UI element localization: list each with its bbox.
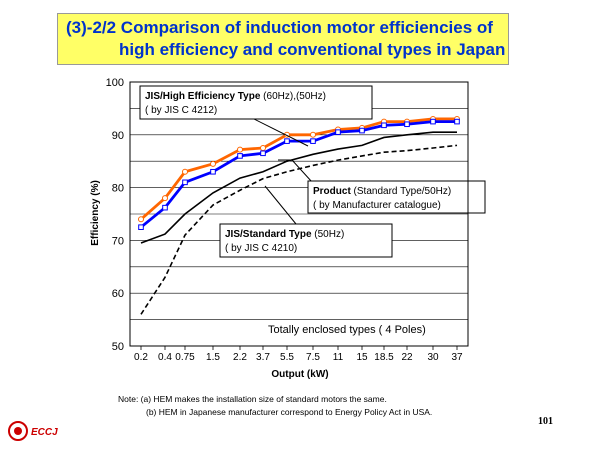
series-point-jis_high_60 [237, 146, 243, 153]
x-tick-label: 37 [451, 352, 463, 363]
y-tick-label: 70 [112, 235, 124, 247]
series-lines [140, 117, 458, 315]
x-tick-label: 15 [356, 352, 368, 363]
series-point-jis_high_50 [237, 153, 243, 159]
page-number: 101 [538, 416, 553, 427]
product-annotation-source: ( by Manufacturer catalogue) [313, 200, 441, 211]
series-point-jis_high_60 [162, 195, 168, 202]
y-tick-label: 80 [112, 183, 124, 195]
x-tick-label: 0.4 [158, 352, 172, 363]
series-point-jis_high_50 [359, 127, 365, 134]
series-point-jis_high_50 [162, 204, 168, 211]
x-tick-label: 2.2 [233, 352, 247, 363]
x-tick-label: 0.2 [134, 352, 148, 363]
title-box: (3)-2/2 Comparison of induction motor ef… [57, 13, 509, 65]
x-tick-label: 30 [427, 352, 439, 363]
series-markers [138, 115, 460, 230]
x-axis-label: Output (kW) [271, 369, 328, 380]
series-point-jis_high_50 [430, 118, 436, 125]
jis-standard-annotation-source: ( by JIS C 4210) [225, 243, 297, 254]
x-tick-label: 18.5 [374, 352, 394, 363]
series-line-jis_high_50 [140, 120, 457, 229]
note-line-1: Note: (a) HEM makes the installation siz… [118, 394, 387, 404]
jis-standard-leader-line [264, 185, 297, 225]
jis-high-annotation-title: JIS/High Efficiency Type (60Hz),(50Hz) [145, 91, 326, 102]
y-tick-label: 90 [112, 130, 124, 142]
x-tick-labels: 0.2 0.4 0.75 1.5 2.2 3.7 5.5 7.5 11 15 18.5 22 30 37 [134, 346, 463, 363]
y-axis-label: Efficiency (%) [90, 180, 101, 246]
y-tick-labels: 50 60 70 80 90 100 [106, 77, 124, 353]
series-point-jis_high_50 [454, 118, 460, 125]
jis-standard-annotation-title: JIS/Standard Type (50Hz) [225, 229, 344, 240]
series-point-jis_high_50 [260, 150, 266, 157]
plot-frame [129, 81, 469, 347]
note-line-2: (b) HEM in Japanese manufacturer corresp… [146, 407, 433, 417]
jis-high-annotation-source: ( by JIS C 4212) [145, 105, 217, 116]
x-tick-label: 11 [333, 352, 344, 363]
x-tick-label: 7.5 [306, 352, 320, 363]
product-annotation-title: Product (Standard Type/50Hz) [313, 186, 451, 197]
y-tick-label: 100 [106, 77, 124, 89]
series-point-jis_high_60 [138, 216, 144, 223]
x-tick-label: 5.5 [280, 352, 294, 363]
series-point-jis_high_50 [381, 122, 387, 129]
series-line-product_50 [140, 131, 457, 244]
series-point-jis_high_50 [310, 138, 316, 144]
jis-high-annotation-box [139, 85, 373, 120]
series-point-jis_high_60 [260, 145, 266, 151]
series-point-jis_high_50 [335, 129, 341, 135]
series-point-jis_high_50 [138, 224, 144, 230]
product-annotation-box [307, 180, 486, 214]
series-point-jis_high_50 [284, 138, 290, 144]
series-point-jis_high_60 [310, 131, 316, 138]
x-tick-label: 1.5 [206, 352, 220, 363]
product-leader-line [278, 159, 313, 183]
series-point-jis_high_60 [182, 168, 188, 175]
x-tick-label: 3.7 [256, 352, 270, 363]
y-tick-label: 50 [112, 341, 124, 353]
eccj-logo: ECCJ [8, 421, 58, 441]
chart-annotations: JIS/High Efficiency Type (60Hz),(50Hz) ( … [139, 85, 486, 336]
series-line-jis_high_60 [140, 117, 457, 221]
logo-text: ECCJ [31, 427, 58, 438]
jis-high-leader-line [251, 117, 309, 147]
y-tick-label: 60 [112, 288, 124, 300]
x-tick-label: 22 [401, 352, 413, 363]
enclosure-note: Totally enclosed types ( 4 Poles) [268, 324, 426, 336]
series-point-jis_high_50 [182, 179, 188, 186]
series-point-jis_high_50 [210, 168, 216, 175]
title-line-2: high efficiency and conventional types i… [119, 40, 506, 59]
x-tick-label: 0.75 [175, 352, 195, 363]
series-point-jis_high_50 [404, 121, 410, 128]
series-point-jis_high_60 [210, 160, 216, 167]
title-line-1: (3)-2/2 Comparison of induction motor ef… [66, 18, 493, 37]
jis-standard-annotation-box [219, 223, 393, 258]
